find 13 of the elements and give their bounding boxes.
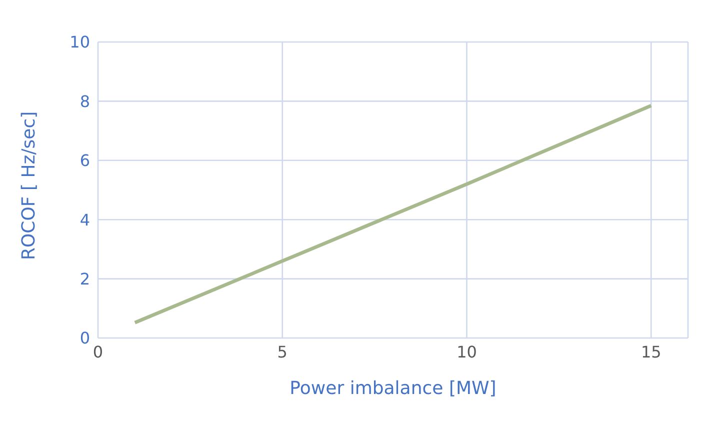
y-tick-label: 0 <box>80 328 90 348</box>
y-tick-label: 10 <box>70 32 90 52</box>
y-axis-title: ROCOF [ Hz/sec] <box>18 111 40 260</box>
x-tick-label: 15 <box>640 342 662 362</box>
line-series <box>133 104 653 324</box>
x-tick-label: 0 <box>92 342 104 362</box>
x-tick-label: 10 <box>456 342 477 362</box>
y-tick-label: 8 <box>80 92 90 111</box>
x-axis-title: Power imbalance [MW] <box>290 378 496 399</box>
y-tick-label: 6 <box>80 151 90 170</box>
x-tick-label: 5 <box>277 342 288 362</box>
y-tick-label: 4 <box>80 210 90 230</box>
y-tick-label: 2 <box>80 269 90 288</box>
